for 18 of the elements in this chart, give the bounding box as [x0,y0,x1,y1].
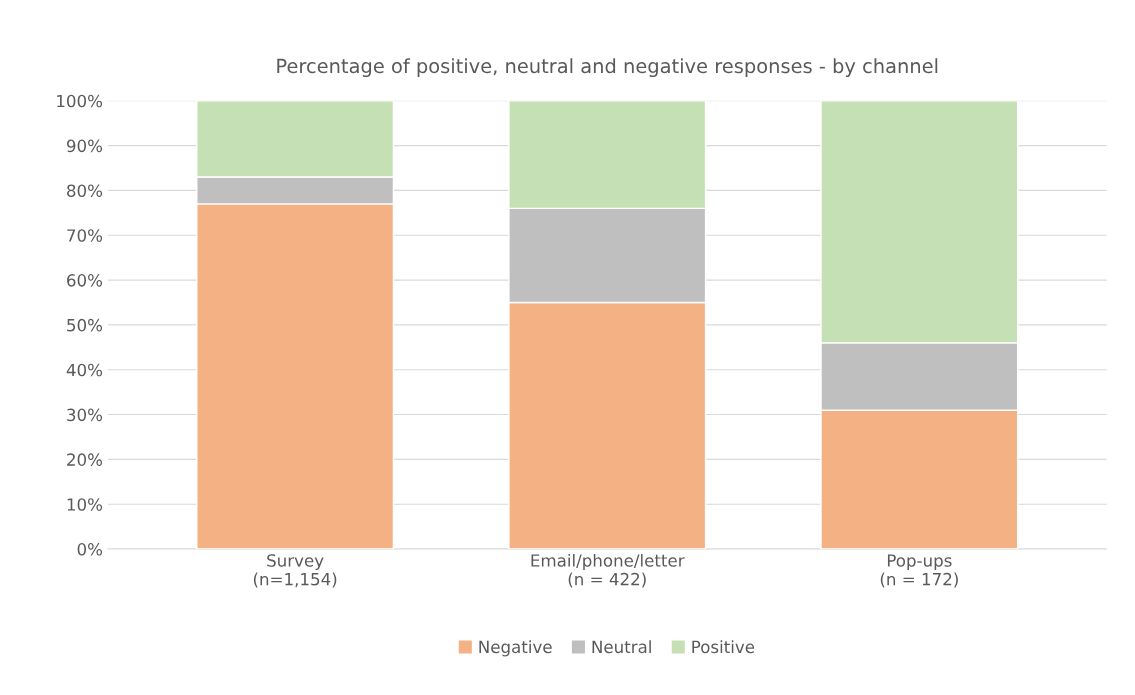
y-tick-label: 0% [77,543,103,556]
y-tick-label: 10% [67,498,103,511]
chart-title: Percentage of positive, neutral and negative responses - by channel [277,58,938,78]
y-tick-label: 40% [66,363,103,377]
x-tick-label: Pop-ups (n = 172) [880,554,958,588]
x-tick-label: Survey (n=1,154) [253,554,337,588]
y-tick-label: 70% [67,229,103,242]
y-tick-label: 100% [57,94,103,108]
y-tick-label: 30% [67,408,103,422]
legend-label: Negative [479,640,552,657]
y-tick-label: 90% [66,139,103,153]
y-tick-label: 80% [67,184,103,197]
y-tick-label: 20% [67,453,103,466]
x-tick-label: Email/phone/letter (n = 422) [531,553,685,588]
legend-label: Positive [692,640,755,654]
y-tick-label: 60% [67,274,103,287]
legend-label: Neutral [592,640,651,654]
y-tick-label: 50% [67,318,103,332]
